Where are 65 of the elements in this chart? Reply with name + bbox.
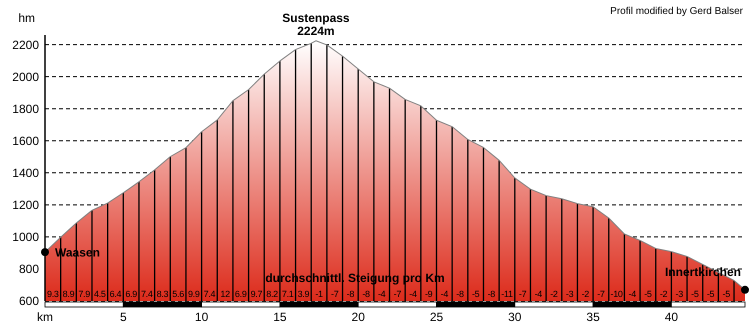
x-tick-label: 30 <box>508 310 522 324</box>
annotation: Sustenpass 2224m <box>282 10 350 38</box>
annotation: 6.4 <box>110 289 122 299</box>
annotation: -7 <box>331 289 339 299</box>
annotation: -2 <box>582 289 590 299</box>
annotation: -7 <box>597 289 605 299</box>
annotation: -4 <box>378 289 386 299</box>
y-tick-label: 1000 <box>12 230 40 244</box>
annotation: 3.9 <box>298 289 310 299</box>
annotation: 8.3 <box>156 289 169 299</box>
annotation: -4 <box>409 289 418 299</box>
y-tick-label: 2000 <box>12 70 40 84</box>
y-axis-title: hm <box>18 11 35 25</box>
annotation: -7 <box>518 289 527 299</box>
x-axis-title: km <box>37 310 53 324</box>
annotation: -8 <box>488 289 496 299</box>
annotation: 4.5 <box>94 289 106 299</box>
annotation: 7.9 <box>78 289 90 299</box>
annotation: 7.4 <box>140 289 153 299</box>
annotation: -8 <box>362 289 370 299</box>
x-tick-label: 40 <box>664 310 678 324</box>
x-tick-label: 25 <box>430 310 444 324</box>
y-tick-label: 2200 <box>12 38 40 52</box>
annotation: -10 <box>610 289 623 299</box>
annotation: -5 <box>472 289 480 299</box>
annotation: -3 <box>676 289 684 299</box>
x-tick-label: 5 <box>120 310 127 324</box>
x-tick-label: 35 <box>586 310 600 324</box>
annotation: -1 <box>315 289 324 299</box>
annotation: -5 <box>644 289 652 299</box>
annotation: -7 <box>394 289 402 299</box>
annotation: -4 <box>628 289 636 299</box>
annotation: -4 <box>534 289 542 299</box>
y-tick-label: 800 <box>18 262 40 276</box>
y-tick-label: 1400 <box>12 166 40 180</box>
annotation: 8.2 <box>266 289 278 299</box>
y-tick-label: 1800 <box>12 102 40 116</box>
annotation: -8 <box>346 289 354 299</box>
annotation: 6.9 <box>125 289 138 299</box>
x-tick-label: 20 <box>352 310 366 324</box>
text: Profil modified by Gerd Balser <box>610 6 744 17</box>
annotation: 7.1 <box>282 289 294 299</box>
annotation: -2 <box>550 289 558 299</box>
y-tick-label: 1600 <box>12 134 40 148</box>
annotation: -5 <box>706 289 715 299</box>
annotation: -8 <box>456 289 464 299</box>
annotation: 9.7 <box>250 289 263 299</box>
annotation: 9.9 <box>188 289 200 299</box>
annotation: -9 <box>424 289 433 299</box>
x-tick-label: 10 <box>194 310 209 324</box>
y-tick-label: 600 <box>18 294 40 308</box>
annotation: 9.3 <box>47 289 59 299</box>
annotation: 5.6 <box>172 289 184 299</box>
annotation: -3 <box>566 289 574 299</box>
annotation: -2 <box>660 289 668 299</box>
annotation: 7.4 <box>204 289 216 299</box>
annotation: 6.9 <box>234 289 247 299</box>
x-tick-label: 15 <box>273 310 287 324</box>
y-tick-label: 1200 <box>12 198 40 212</box>
annotation: -5 <box>722 289 730 299</box>
annotation: -11 <box>501 289 513 299</box>
annotation: 12 <box>220 289 230 299</box>
annotation: -4 <box>440 289 448 299</box>
annotation: 8.9 <box>62 289 75 299</box>
annotation: -5 <box>691 289 699 299</box>
